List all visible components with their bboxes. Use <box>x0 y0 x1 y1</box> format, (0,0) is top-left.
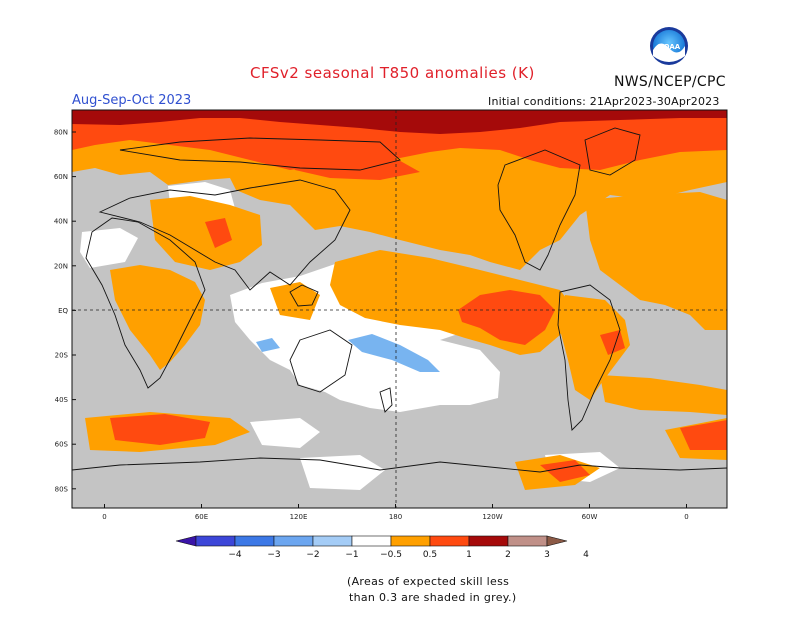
coastlines <box>72 127 727 473</box>
colorbar-swatch <box>507 535 548 547</box>
lon-tick-label: 60W <box>582 513 598 521</box>
orange-region-north-atlantic <box>585 192 727 330</box>
orange-region-south-atlantic <box>600 375 727 415</box>
red-region-south-indian <box>680 420 727 450</box>
lat-tick-label: 40S <box>55 396 69 404</box>
red-region-siberia <box>280 148 420 180</box>
blue-region-south-pacific <box>348 334 440 372</box>
colorbar-label: 4 <box>583 550 589 560</box>
lat-tick-label: 40N <box>54 218 68 226</box>
red-region-east-pacific <box>458 290 555 345</box>
blue-region-indian-ocean <box>256 338 280 352</box>
lon-tick-label: 0 <box>684 513 688 521</box>
colorbar-swatch <box>312 535 353 547</box>
lon-tick-label: 120E <box>290 513 308 521</box>
white-region-west-africa <box>80 228 138 268</box>
colorbar-label: 0.5 <box>423 550 437 560</box>
lat-tick-label: 80S <box>55 485 69 493</box>
map-frame <box>71 109 728 509</box>
colorbar-swatch <box>468 535 509 547</box>
colorbar-swatch <box>390 535 431 547</box>
colorbar-end-high <box>546 535 568 547</box>
white-region-southern-ocean-2 <box>300 455 385 490</box>
colorbar-label: 2 <box>505 550 511 560</box>
white-region-southern-ocean-1 <box>250 418 320 448</box>
lon-tick-label: 180 <box>389 513 402 521</box>
lat-tick-label: EQ <box>58 307 68 315</box>
map-title: CFSv2 seasonal T850 anomalies (K) <box>250 64 535 82</box>
lat-tick-label: 60N <box>54 173 68 181</box>
noaa-logo-text: NOAA <box>658 43 681 51</box>
lat-tick-label: 60S <box>55 441 69 449</box>
darkred-region-arctic <box>72 110 727 134</box>
lon-tick-label: 120W <box>482 513 502 521</box>
noaa-logo: NOAA <box>650 27 688 65</box>
colorbar-swatch <box>195 535 236 547</box>
map-field <box>72 110 727 508</box>
agency-label: NWS/NCEP/CPC <box>614 74 726 90</box>
longitude-ticks: 0 60E 120E 180 120W 60W 0 <box>102 504 689 521</box>
lat-tick-label: 20S <box>55 352 69 360</box>
colorbar-label: −1 <box>345 550 358 560</box>
colorbar-label: −3 <box>267 550 280 560</box>
colorbar: −4 −3 −2 −1 −0.5 0.5 1 2 3 4 <box>175 535 589 560</box>
lon-tick-label: 60E <box>195 513 208 521</box>
colorbar-end-low <box>175 535 197 547</box>
lat-tick-label: 20N <box>54 262 68 270</box>
orange-region-south-america <box>560 295 630 400</box>
latitude-ticks: 80N 60N 40N 20N EQ 20S 40S 60S 80S <box>54 129 76 493</box>
red-region-asia <box>205 218 232 248</box>
colorbar-swatch <box>429 535 470 547</box>
orange-region-africa <box>110 265 205 370</box>
red-band-arctic <box>72 110 727 170</box>
season-label: Aug-Sep-Oct 2023 <box>72 93 192 108</box>
initial-conditions-label: Initial conditions: 21Apr2023-30Apr2023 <box>488 95 720 108</box>
lat-tick-label: 80N <box>54 129 68 137</box>
red-region-southern-ocean <box>110 414 210 445</box>
colorbar-swatch <box>351 535 392 547</box>
colorbar-label: −2 <box>306 550 319 560</box>
colorbar-swatch <box>234 535 275 547</box>
orange-region-europe-asia <box>150 196 262 270</box>
colorbar-label: 3 <box>544 550 550 560</box>
footnote-line-1: (Areas of expected skill less <box>347 575 510 588</box>
footnote-line-2: than 0.3 are shaded in grey.) <box>349 591 517 604</box>
lon-tick-label: 0 <box>102 513 106 521</box>
colorbar-label: 1 <box>466 550 472 560</box>
red-region-brazil <box>600 330 625 355</box>
colorbar-swatch <box>273 535 314 547</box>
colorbar-label: −4 <box>228 550 242 560</box>
colorbar-label: −0.5 <box>380 550 402 560</box>
